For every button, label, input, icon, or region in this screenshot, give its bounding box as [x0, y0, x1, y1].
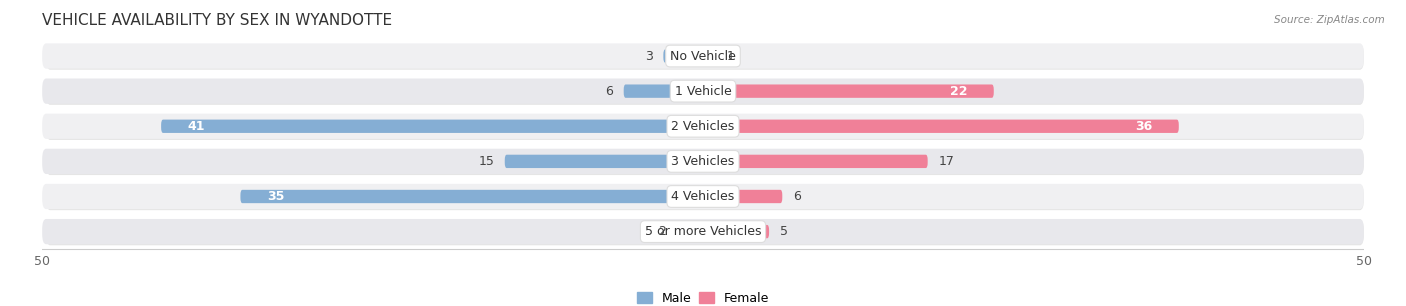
FancyBboxPatch shape: [46, 185, 1364, 210]
FancyBboxPatch shape: [42, 43, 1364, 69]
Text: 1 Vehicle: 1 Vehicle: [675, 85, 731, 98]
FancyBboxPatch shape: [46, 150, 1364, 175]
FancyBboxPatch shape: [703, 225, 769, 238]
Text: 35: 35: [267, 190, 284, 203]
FancyBboxPatch shape: [676, 225, 703, 238]
FancyBboxPatch shape: [664, 49, 703, 63]
Legend: Male, Female: Male, Female: [637, 292, 769, 305]
FancyBboxPatch shape: [703, 190, 782, 203]
FancyBboxPatch shape: [162, 120, 703, 133]
Text: 1: 1: [727, 50, 735, 62]
Text: VEHICLE AVAILABILITY BY SEX IN WYANDOTTE: VEHICLE AVAILABILITY BY SEX IN WYANDOTTE: [42, 13, 392, 28]
Text: 6: 6: [605, 85, 613, 98]
Text: No Vehicle: No Vehicle: [671, 50, 735, 62]
FancyBboxPatch shape: [42, 219, 1364, 244]
FancyBboxPatch shape: [624, 84, 703, 98]
Text: 5 or more Vehicles: 5 or more Vehicles: [645, 225, 761, 238]
Text: 41: 41: [187, 120, 205, 133]
FancyBboxPatch shape: [703, 120, 1178, 133]
FancyBboxPatch shape: [703, 84, 994, 98]
Text: Source: ZipAtlas.com: Source: ZipAtlas.com: [1274, 15, 1385, 25]
Text: 4 Vehicles: 4 Vehicles: [672, 190, 734, 203]
FancyBboxPatch shape: [703, 49, 716, 63]
Text: 22: 22: [950, 85, 967, 98]
FancyBboxPatch shape: [505, 155, 703, 168]
FancyBboxPatch shape: [42, 184, 1364, 209]
Text: 3 Vehicles: 3 Vehicles: [672, 155, 734, 168]
FancyBboxPatch shape: [46, 115, 1364, 140]
Text: 3: 3: [645, 50, 652, 62]
FancyBboxPatch shape: [42, 149, 1364, 174]
Text: 6: 6: [793, 190, 801, 203]
Text: 5: 5: [780, 225, 787, 238]
FancyBboxPatch shape: [240, 190, 703, 203]
FancyBboxPatch shape: [703, 155, 928, 168]
Text: 17: 17: [938, 155, 955, 168]
FancyBboxPatch shape: [42, 79, 1364, 104]
FancyBboxPatch shape: [46, 44, 1364, 70]
Text: 36: 36: [1135, 120, 1153, 133]
Text: 2 Vehicles: 2 Vehicles: [672, 120, 734, 133]
FancyBboxPatch shape: [42, 114, 1364, 139]
Text: 15: 15: [478, 155, 494, 168]
FancyBboxPatch shape: [46, 220, 1364, 245]
FancyBboxPatch shape: [46, 80, 1364, 105]
Text: 2: 2: [658, 225, 666, 238]
